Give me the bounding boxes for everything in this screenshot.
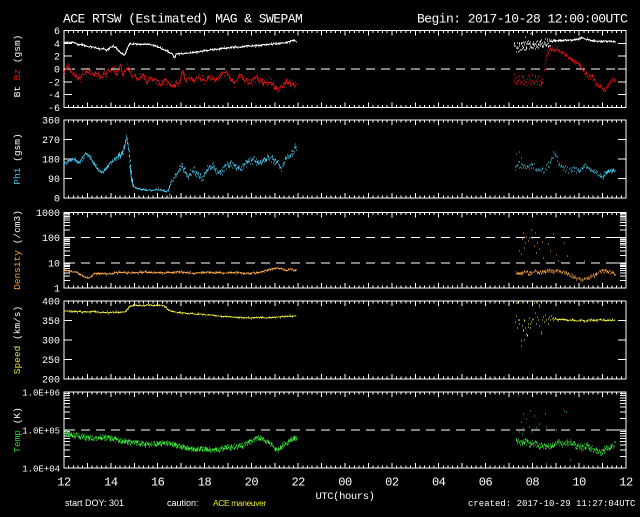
svg-text:Begin: 2017-10-28 12:00:00UTC: Begin: 2017-10-28 12:00:00UTC	[417, 12, 628, 27]
svg-text:Bt Bz (gsm): Bt Bz (gsm)	[12, 35, 23, 98]
svg-text:14: 14	[104, 476, 118, 490]
svg-text:0: 0	[54, 66, 60, 77]
svg-text:10: 10	[48, 259, 60, 270]
svg-text:350: 350	[42, 317, 60, 328]
svg-text:400: 400	[42, 298, 60, 309]
svg-text:04: 04	[432, 476, 446, 490]
svg-text:Phi (gsm): Phi (gsm)	[12, 133, 23, 184]
svg-text:360: 360	[42, 117, 60, 128]
svg-text:16: 16	[151, 476, 165, 490]
svg-text:-2: -2	[48, 78, 60, 89]
svg-text:1000: 1000	[36, 209, 60, 220]
svg-text:ACE maneuver: ACE maneuver	[213, 498, 266, 508]
svg-text:-4: -4	[48, 91, 60, 102]
svg-text:created: 2017-10-29 11:27:04UT: created: 2017-10-29 11:27:04UTC	[468, 499, 636, 509]
svg-text:180: 180	[42, 156, 60, 167]
svg-text:start DOY: 301: start DOY: 301	[65, 498, 124, 508]
svg-text:270: 270	[42, 136, 60, 147]
svg-text:4: 4	[54, 40, 60, 51]
svg-text:ACE RTSW (Estimated) MAG & SWE: ACE RTSW (Estimated) MAG & SWEPAM	[63, 12, 302, 27]
svg-text:1.0E+06: 1.0E+06	[22, 389, 60, 399]
svg-text:100: 100	[42, 234, 60, 245]
svg-text:200: 200	[42, 376, 60, 387]
svg-text:90: 90	[48, 175, 60, 186]
svg-text:250: 250	[42, 356, 60, 367]
svg-text:1.0E+05: 1.0E+05	[22, 427, 60, 437]
svg-text:UTC(hours): UTC(hours)	[315, 491, 374, 503]
svg-text:0: 0	[54, 195, 60, 206]
svg-text:-6: -6	[48, 104, 60, 115]
svg-text:08: 08	[526, 476, 540, 490]
svg-text:Temp (K): Temp (K)	[12, 407, 23, 453]
svg-text:caution:: caution:	[167, 498, 199, 508]
svg-text:18: 18	[198, 476, 212, 490]
svg-text:2: 2	[54, 53, 60, 64]
svg-text:20: 20	[245, 476, 259, 490]
svg-text:22: 22	[291, 476, 305, 490]
svg-text:10: 10	[572, 476, 586, 490]
svg-text:300: 300	[42, 337, 60, 348]
svg-text:1: 1	[54, 285, 60, 296]
svg-text:00: 00	[338, 476, 352, 490]
svg-text:06: 06	[479, 476, 493, 490]
svg-text:6: 6	[54, 27, 60, 38]
svg-text:12: 12	[57, 476, 71, 490]
svg-text:12: 12	[619, 476, 633, 490]
svg-text:Speed (km/s): Speed (km/s)	[12, 306, 23, 374]
svg-text:Density (/cm3): Density (/cm3)	[12, 210, 23, 290]
svg-text:1.0E+04: 1.0E+04	[22, 465, 60, 475]
svg-text:02: 02	[385, 476, 399, 490]
